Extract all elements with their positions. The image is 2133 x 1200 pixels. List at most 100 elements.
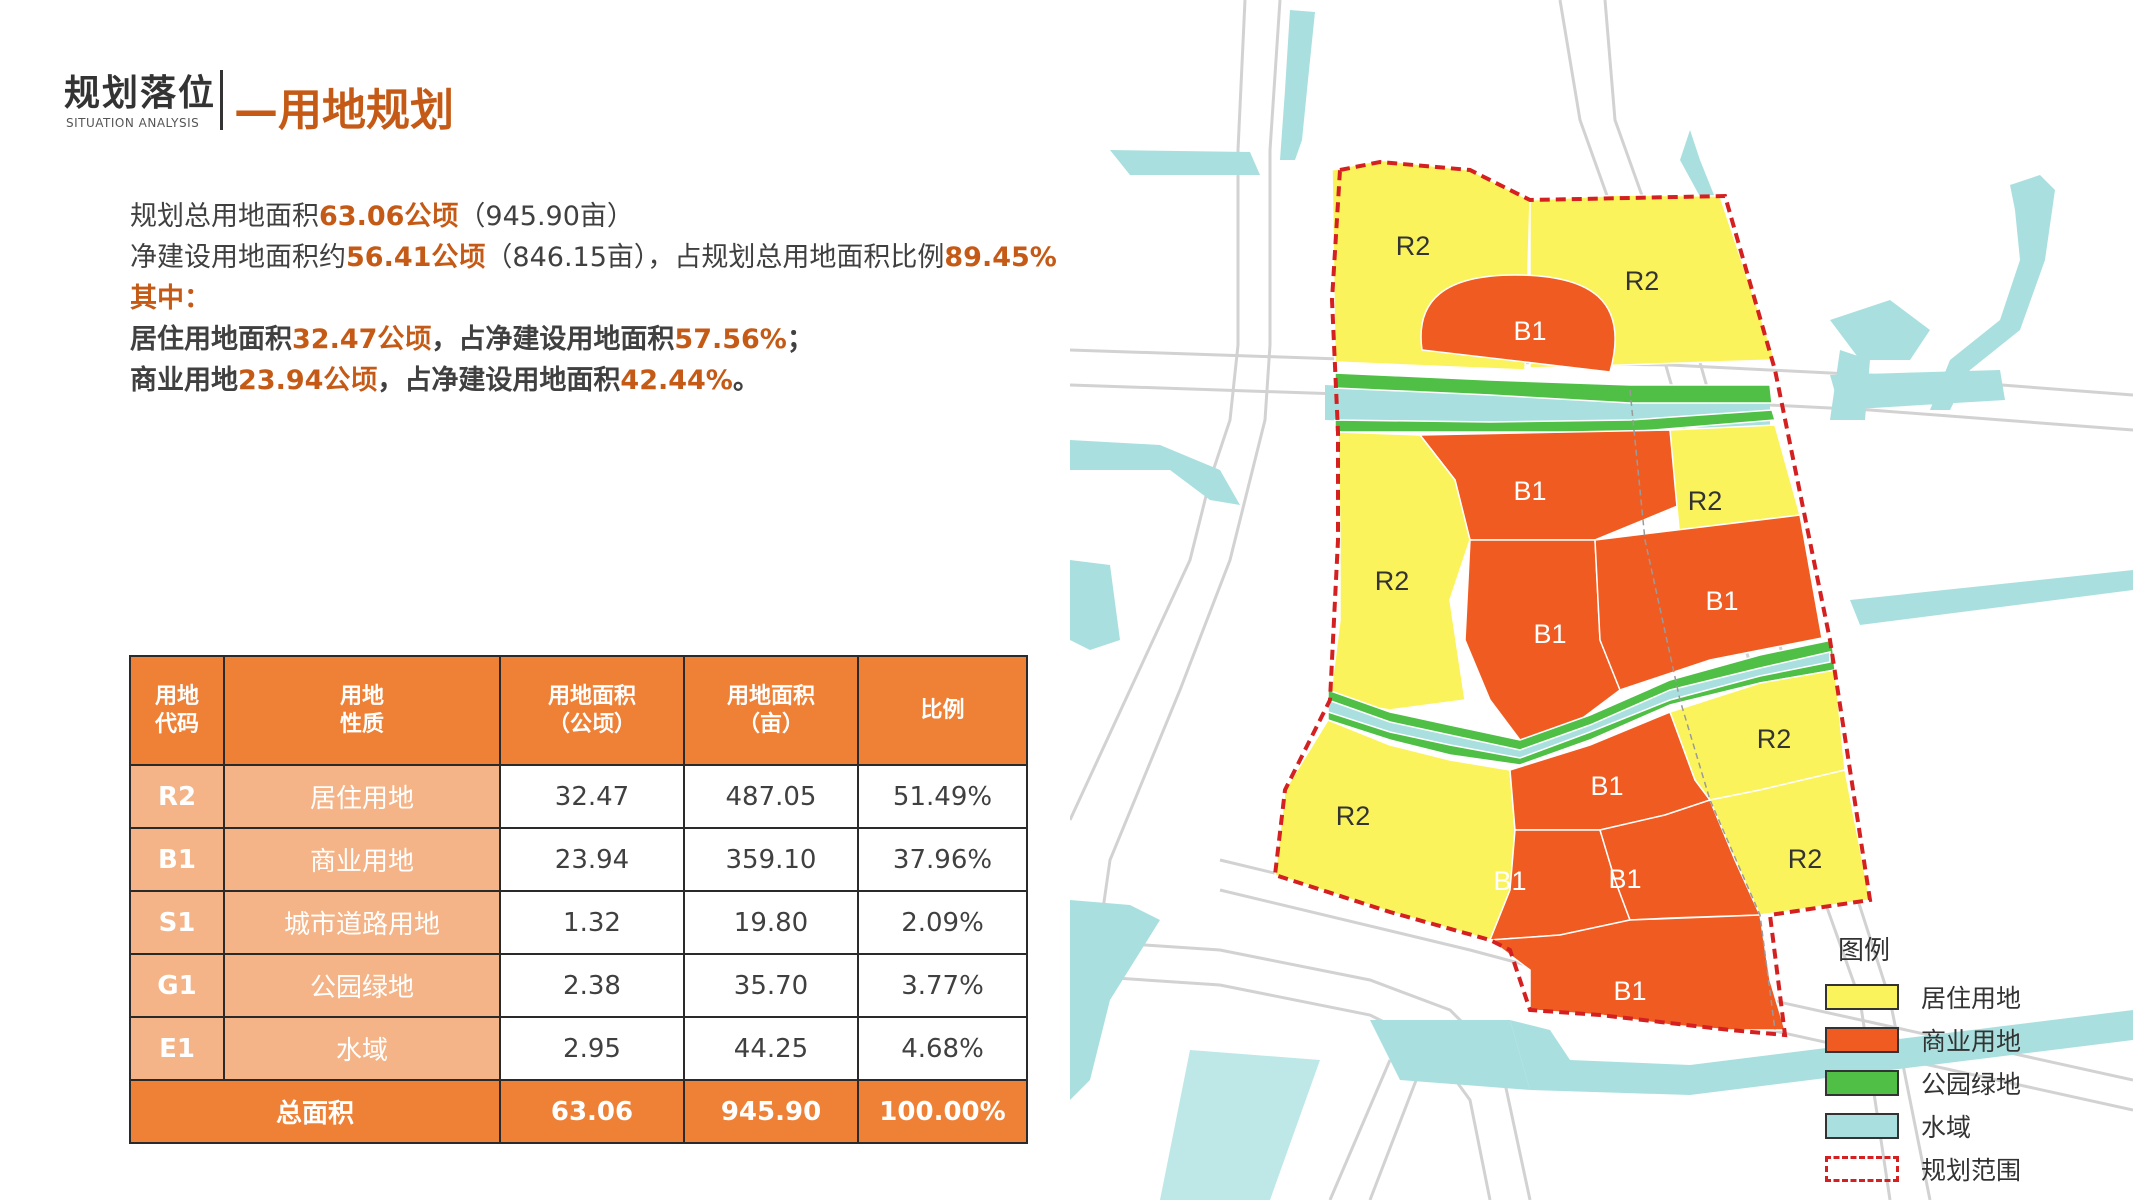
legend-item-residential: 居住用地 [1825,982,2022,1013]
label-r2-se-2: R2 [1788,844,1823,874]
cell-area-mu: 359.10 [683,827,859,892]
park-swatch-icon [1825,1070,1899,1096]
summary-value: 23.94公顷 [238,365,378,396]
summary-value: 57.56% [674,324,787,355]
legend-item-commercial: 商业用地 [1825,1025,2022,1056]
label-b1-sc: B1 [1590,771,1623,801]
cell-nature: 居住用地 [223,764,501,829]
summary-value: 42.44% [620,365,733,396]
summary-label: 规划总用地面积 [130,201,319,232]
cell-code: S1 [129,890,225,955]
legend-label: 公园绿地 [1921,1070,2022,1099]
land-use-table: 用地 代码 用地 性质 用地面积 （公顷） 用地面积 （亩） 比例 R2 居住用… [129,655,1028,1144]
planning-boundary [1272,159,1873,1038]
label-b1-east: B1 [1705,586,1738,616]
legend-label: 水域 [1921,1113,1972,1142]
label-b1-s2: B1 [1608,864,1641,894]
cell-code: G1 [129,953,225,1018]
cell-area-mu: 487.05 [683,764,859,829]
parcel-b1-east [1594,514,1823,691]
summary-note: （846.15亩），占规划总用地面积比例 [485,242,945,273]
residential-swatch-icon [1825,984,1899,1010]
label-b1-north: B1 [1513,316,1546,346]
water-bodies [1070,10,2133,1200]
label-b1-center: B1 [1533,619,1566,649]
summary-value: 32.47公顷 [292,324,432,355]
label-r2-nw: R2 [1396,231,1431,261]
summary-line-among: 其中： [130,283,211,314]
summary-text: 规划总用地面积63.06公顷（945.90亩） 净建设用地面积约56.41公顷（… [130,196,1057,401]
page-subtitle: SITUATION ANALYSIS [66,116,200,130]
cell-ratio: 3.77% [857,953,1028,1018]
parcel-b1-south [1487,914,1787,1031]
summary-value: 56.41公顷 [346,242,486,273]
cell-area-ha: 2.38 [499,953,685,1018]
summary-value: 63.06公顷 [319,201,459,232]
summary-label: 居住用地面积 [130,324,292,355]
col-header-ratio: 比例 [857,655,1028,766]
col-header-nature: 用地 性质 [223,655,501,766]
table-row: E1 水域 2.95 44.25 4.68% [129,1016,1028,1081]
legend-item-park: 公园绿地 [1825,1068,2022,1099]
cell-ratio: 2.09% [857,890,1028,955]
cell-area-ha: 2.95 [499,1016,685,1081]
col-header-area-mu: 用地面积 （亩） [683,655,859,766]
legend-label: 居住用地 [1921,984,2022,1013]
summary-line-net: 净建设用地面积约56.41公顷（846.15亩），占规划总用地面积比例89.45… [130,237,1057,278]
label-b1-mid: B1 [1513,476,1546,506]
summary-label: 净建设用地面积约 [130,242,346,273]
water-swatch-icon [1825,1113,1899,1139]
land-use-map: R2 R2 B1 B1 R2 R2 B1 B1 R2 B1 R2 R2 B1 B… [1070,0,2133,1200]
cell-total-mu: 945.90 [683,1079,859,1144]
cell-ratio: 4.68% [857,1016,1028,1081]
page-title: 规划落位 [64,73,217,114]
legend-item-boundary: 规划范围 [1825,1154,2021,1185]
commercial-swatch-icon [1825,1027,1899,1053]
table-total-row: 总面积 63.06 945.90 100.00% [129,1079,1028,1144]
park-strip-north-bottom [1334,409,1776,433]
cell-area-ha: 1.32 [499,890,685,955]
legend-title: 图例 [1838,936,1891,966]
boundary-dashed-swatch-icon [1825,1156,1899,1182]
label-r2-mid-w: R2 [1375,566,1410,596]
summary-note: ，占净建设用地面积 [431,324,675,355]
col-header-area-ha: 用地面积 （公顷） [499,655,685,766]
cell-ratio: 37.96% [857,827,1028,892]
summary-punct: 。 [732,365,760,396]
cell-total-ratio: 100.00% [857,1079,1028,1144]
cell-nature: 水域 [223,1016,501,1081]
cell-total-ha: 63.06 [499,1079,685,1144]
label-r2-mid-e: R2 [1688,486,1723,516]
label-r2-ne: R2 [1625,266,1660,296]
legend-label: 商业用地 [1921,1027,2022,1056]
cell-nature: 商业用地 [223,827,501,892]
summary-note: ，占净建设用地面积 [377,365,621,396]
cell-area-mu: 35.70 [683,953,859,1018]
cell-area-ha: 32.47 [499,764,685,829]
title-divider [220,70,223,130]
col-header-code: 用地 代码 [129,655,225,766]
cell-nature: 城市道路用地 [223,890,501,955]
cell-area-mu: 19.80 [683,890,859,955]
label-b1-s1: B1 [1493,866,1526,896]
label-b1-south: B1 [1613,976,1646,1006]
cell-total-label: 总面积 [129,1079,501,1144]
parcel-b1-north [1420,274,1616,373]
cell-area-mu: 44.25 [683,1016,859,1081]
summary-label: 商业用地 [130,365,238,396]
label-r2-sw: R2 [1336,801,1371,831]
table-row: G1 公园绿地 2.38 35.70 3.77% [129,953,1028,1018]
cell-area-ha: 23.94 [499,827,685,892]
cell-code: R2 [129,764,225,829]
summary-line-commercial: 商业用地23.94公顷，占净建设用地面积42.44%。 [130,360,1057,401]
section-title: —用地规划 [234,85,454,136]
cell-nature: 公园绿地 [223,953,501,1018]
cell-code: B1 [129,827,225,892]
summary-line-total: 规划总用地面积63.06公顷（945.90亩） [130,196,1057,237]
legend-item-water: 水域 [1825,1111,1972,1142]
summary-value: 89.45% [944,242,1057,273]
cell-ratio: 51.49% [857,764,1028,829]
table-row: S1 城市道路用地 1.32 19.80 2.09% [129,890,1028,955]
cell-code: E1 [129,1016,225,1081]
table-row: B1 商业用地 23.94 359.10 37.96% [129,827,1028,892]
